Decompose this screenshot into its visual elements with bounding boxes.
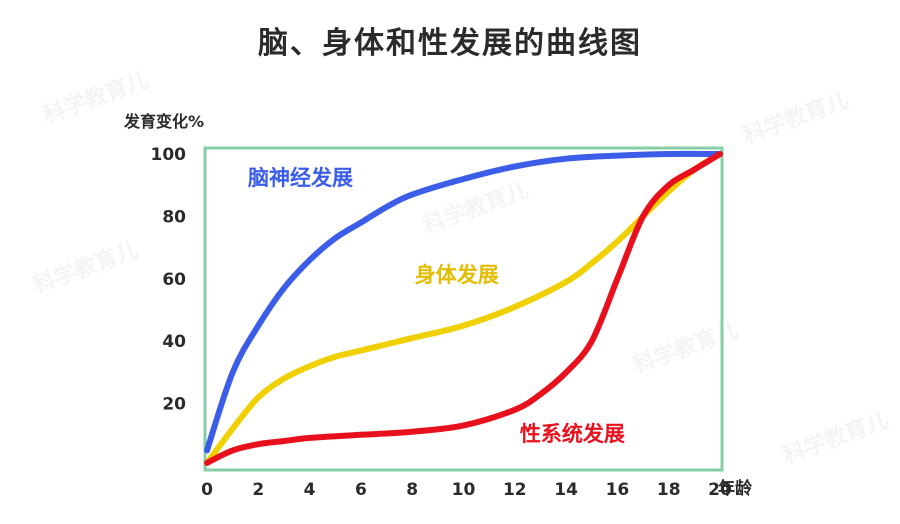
series-line-2 — [204, 151, 723, 466]
series-label-2: 性系统发展 — [520, 422, 625, 446]
x-tick-label: 16 — [606, 480, 630, 500]
y-tick-label: 40 — [162, 332, 186, 352]
series-line-0 — [204, 150, 723, 454]
tick-layer: 0 2 4 6 8 10 12 14 16 18 20 20 40 60 80 100 — [151, 145, 732, 500]
chart-title: 脑、身体和性发展的曲线图 — [258, 26, 642, 61]
y-tick-label: 80 — [162, 207, 186, 227]
y-tick-label: 100 — [151, 145, 187, 165]
x-tick-label: 2 — [252, 480, 264, 500]
x-tick-label: 4 — [304, 480, 316, 500]
plot-frame — [203, 146, 724, 472]
x-tick-label: 18 — [657, 480, 681, 500]
x-tick-label: 14 — [554, 480, 578, 500]
series-line-1 — [204, 151, 723, 466]
series-label-0: 脑神经发展 — [248, 166, 353, 190]
x-tick-label: 10 — [452, 480, 476, 500]
x-tick-label: 0 — [201, 480, 213, 500]
series-label-1: 身体发展 — [415, 263, 499, 287]
y-tick-label: 20 — [162, 395, 186, 415]
x-tick-label: 6 — [355, 480, 367, 500]
y-axis-label: 发育变化% — [124, 112, 205, 131]
x-tick-label: 20 — [708, 480, 732, 500]
x-tick-label: 12 — [503, 480, 527, 500]
x-tick-label: 8 — [406, 480, 418, 500]
y-tick-label: 60 — [162, 270, 186, 290]
series-layer — [204, 150, 723, 466]
x-axis-label: 年龄 — [718, 479, 752, 499]
